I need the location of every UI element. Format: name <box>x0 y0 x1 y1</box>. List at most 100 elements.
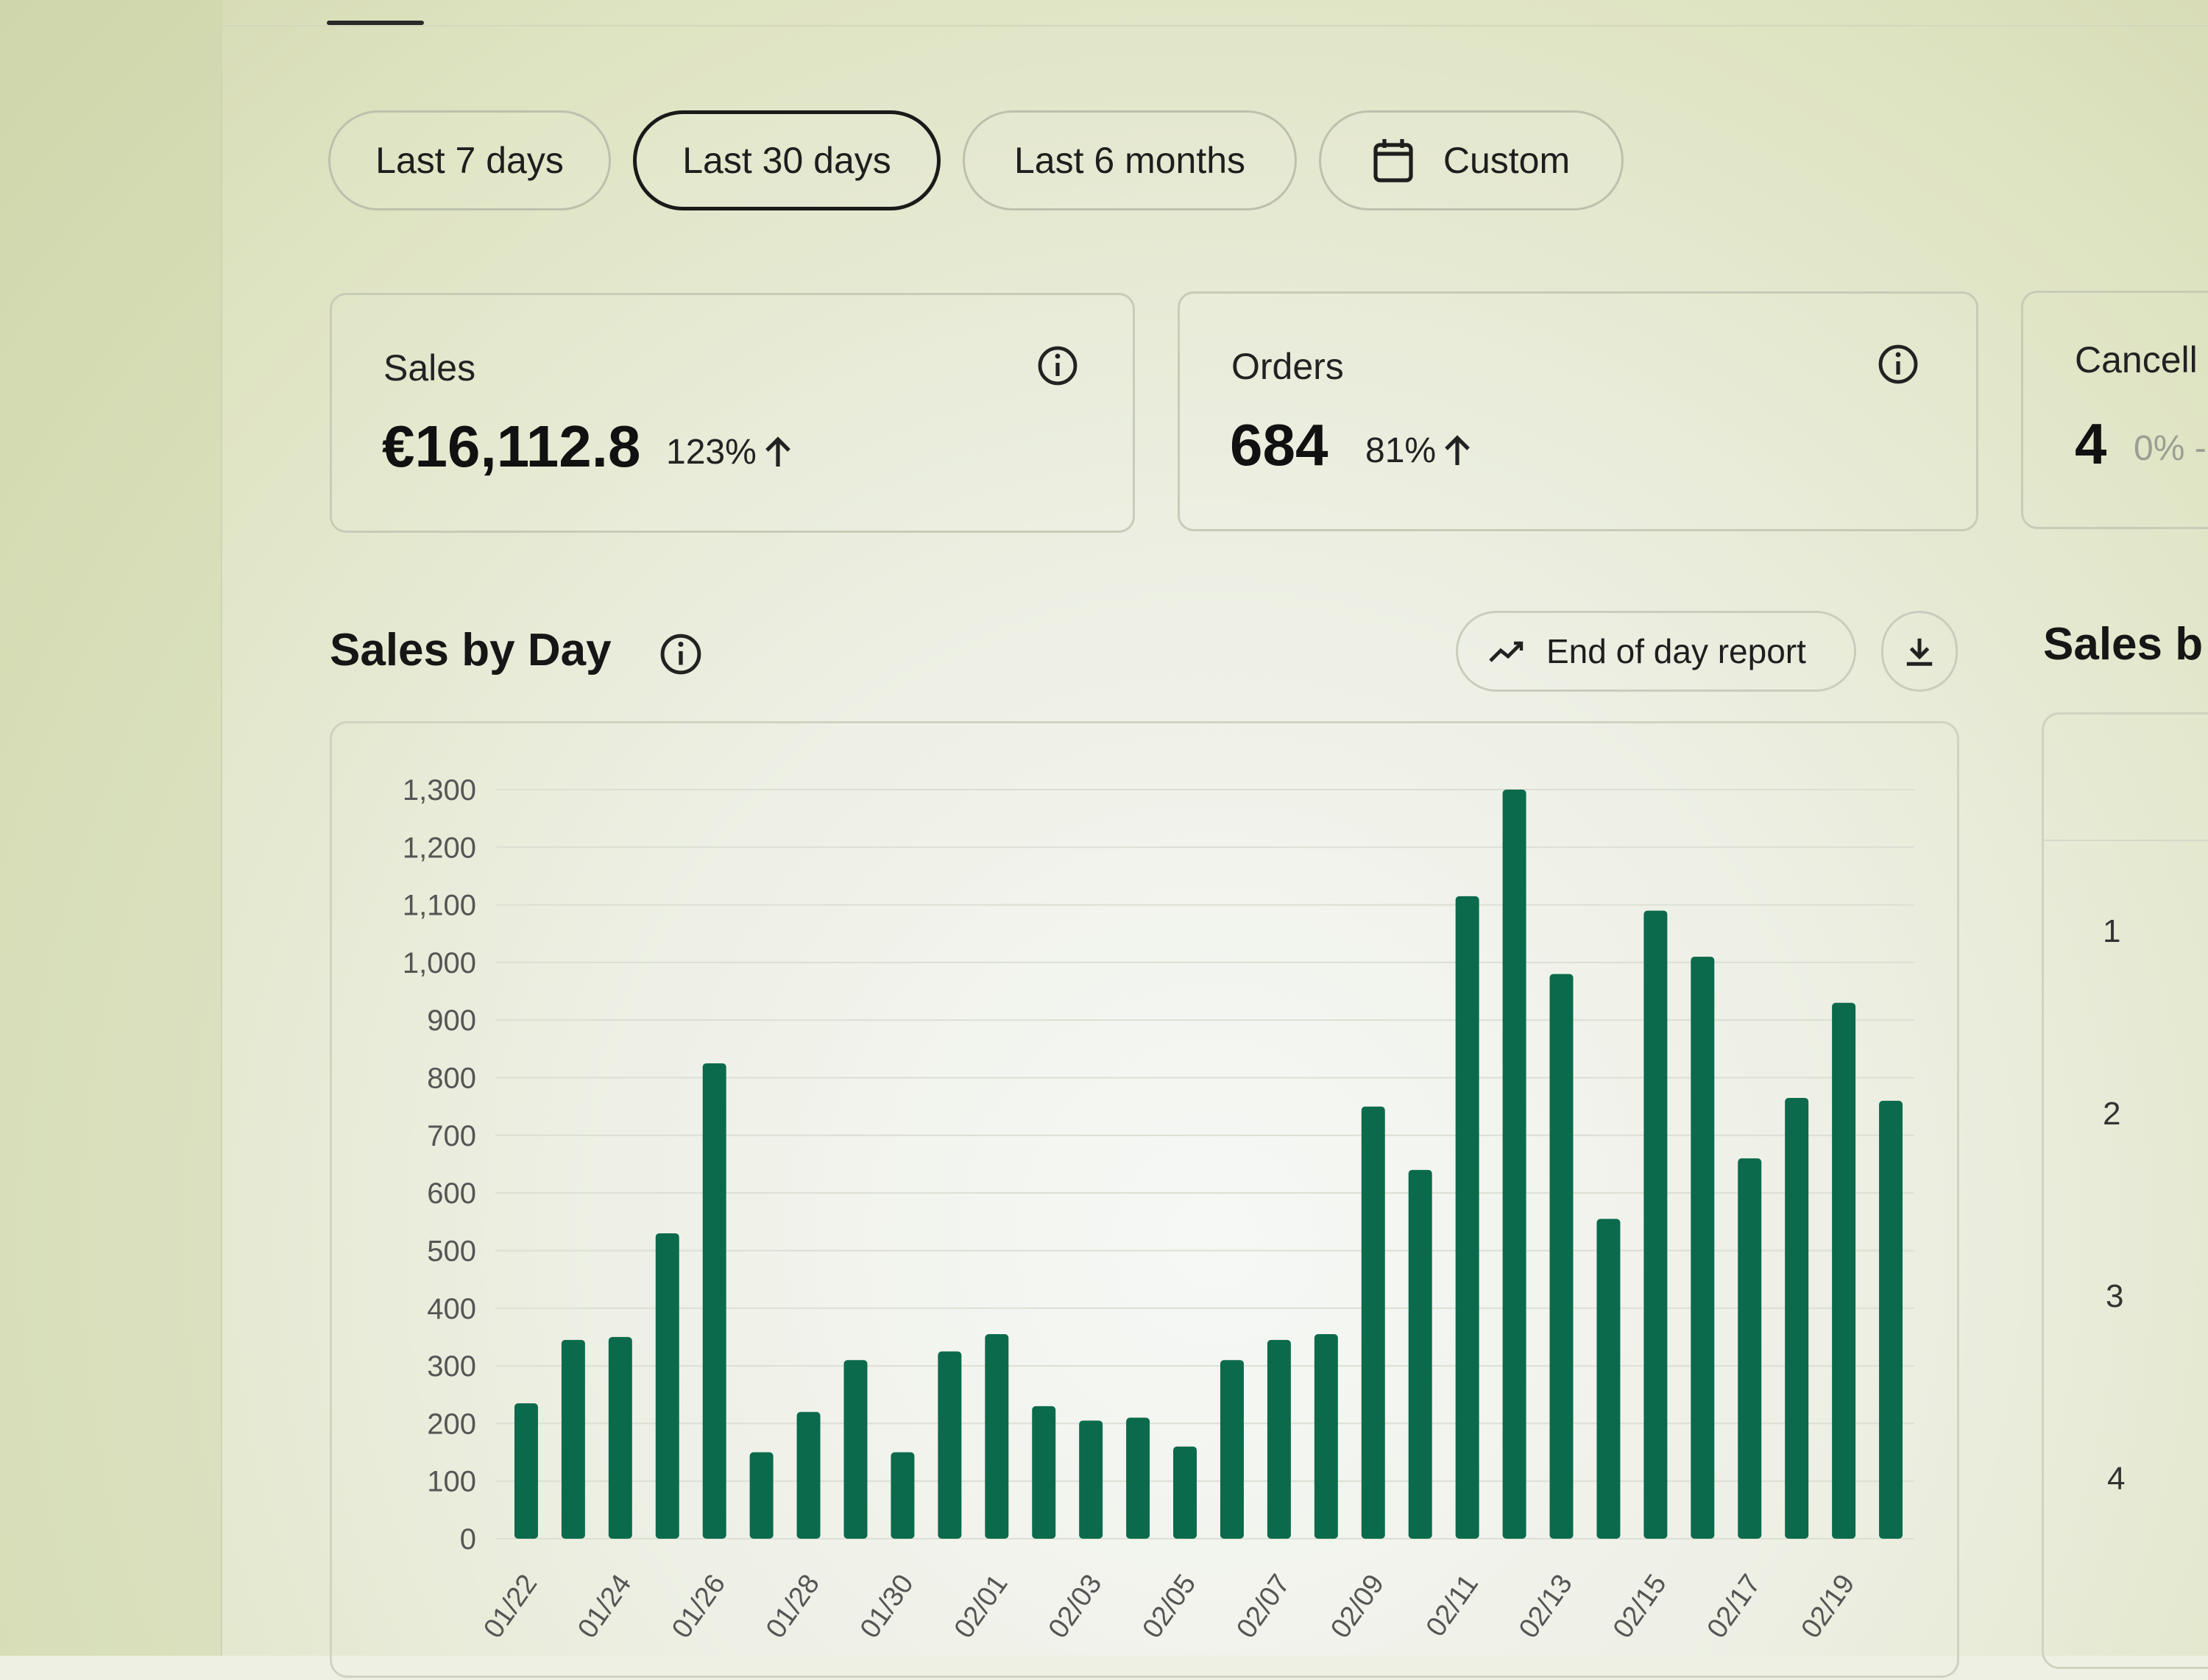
bar-02-01[interactable] <box>985 1334 1009 1539</box>
bar-02-07[interactable] <box>1267 1339 1291 1539</box>
bar-01-28[interactable] <box>796 1411 821 1539</box>
rank-label: 1 <box>2103 913 2121 949</box>
bar-01-26[interactable] <box>702 1063 726 1539</box>
y-tick-label: 200 <box>427 1408 476 1440</box>
y-tick-label: 300 <box>427 1350 476 1383</box>
bar-02-06[interactable] <box>1220 1360 1244 1539</box>
bar-01-24[interactable] <box>608 1336 632 1539</box>
bar-02-12[interactable] <box>1502 790 1526 1539</box>
kpi-card-cancelled: Cancell 4 0% - <box>2021 291 2208 529</box>
kpi-delta: 123% <box>666 432 792 472</box>
x-tick-label: 02/17 <box>1702 1569 1767 1644</box>
filter-last-6-months[interactable]: Last 6 months <box>963 110 1297 210</box>
kpi-delta: 0% - <box>2134 429 2207 468</box>
x-tick-label: 02/03 <box>1043 1569 1108 1644</box>
y-tick-label: 1,300 <box>403 774 476 807</box>
y-tick-label: 100 <box>427 1466 476 1498</box>
x-tick-label: 01/30 <box>854 1569 920 1644</box>
side-chart-divider <box>2044 840 2208 841</box>
x-tick-label: 02/13 <box>1513 1569 1579 1644</box>
x-tick-label: 01/22 <box>478 1569 543 1644</box>
bar-01-30[interactable] <box>891 1452 915 1539</box>
x-tick-label: 02/09 <box>1325 1569 1390 1644</box>
y-tick-label: 500 <box>427 1235 476 1267</box>
bar-02-09[interactable] <box>1361 1106 1385 1539</box>
report-button-label: End of day report <box>1546 632 1806 670</box>
y-tick-label: 800 <box>427 1063 476 1095</box>
kpi-card-sales: Sales €16,112.8 123% <box>330 293 1135 533</box>
info-icon[interactable] <box>1878 344 1919 385</box>
y-tick-label: 400 <box>427 1293 476 1325</box>
filter-custom[interactable]: Custom <box>1319 110 1624 210</box>
chip-label: Last 6 months <box>1013 140 1246 181</box>
kpi-value: 4 <box>2075 411 2107 476</box>
filter-last-30-days[interactable]: Last 30 days <box>633 110 941 210</box>
arrow-up-icon <box>765 436 790 467</box>
bar-02-03[interactable] <box>1079 1420 1103 1539</box>
y-tick-label: 1,000 <box>403 947 476 979</box>
left-sidebar <box>0 0 222 1656</box>
y-tick-label: 0 <box>460 1523 476 1556</box>
bar-02-08[interactable] <box>1314 1334 1338 1539</box>
bar-01-27[interactable] <box>749 1452 774 1539</box>
x-tick-label: 02/05 <box>1136 1569 1202 1644</box>
bar-01-23[interactable] <box>561 1339 585 1539</box>
kpi-card-orders: Orders 684 81% <box>1178 291 1978 531</box>
bar-02-04[interactable] <box>1126 1417 1150 1539</box>
kpi-value: €16,112.8 <box>382 414 641 479</box>
bar-01-31[interactable] <box>938 1351 962 1539</box>
chip-label: Custom <box>1443 140 1571 181</box>
x-tick-label: 02/01 <box>949 1569 1014 1644</box>
bar-02-02[interactable] <box>1032 1406 1056 1539</box>
bar-02-13[interactable] <box>1549 974 1574 1539</box>
active-tab-indicator <box>327 21 424 25</box>
bar-02-10[interactable] <box>1408 1169 1432 1539</box>
bar-01-25[interactable] <box>655 1233 679 1539</box>
info-icon[interactable] <box>659 633 702 676</box>
download-button[interactable] <box>1881 611 1958 692</box>
side-section-title: Sales b <box>2043 619 2204 670</box>
calendar-icon <box>1373 139 1413 182</box>
info-icon[interactable] <box>1037 345 1078 386</box>
bar-02-15[interactable] <box>1643 910 1668 1539</box>
bar-02-19[interactable] <box>1832 1002 1856 1539</box>
bar-01-29[interactable] <box>843 1360 868 1539</box>
trend-line-icon <box>1489 641 1524 662</box>
end-of-day-report-button[interactable]: End of day report <box>1456 611 1856 692</box>
x-tick-label: 02/19 <box>1796 1569 1861 1644</box>
chip-label: Last 7 days <box>375 140 564 181</box>
rank-label: 3 <box>2106 1278 2124 1314</box>
y-tick-label: 1,100 <box>403 890 476 922</box>
bar-02-20[interactable] <box>1879 1100 1903 1539</box>
sales-by-day-chart: 0 100 200 300 400 500 600 700 800 900 1,000 1,100 1,… <box>403 774 1914 1644</box>
section-title: Sales by Day <box>330 625 612 676</box>
x-tick-label: 01/26 <box>666 1569 732 1644</box>
side-chart-card: 1 2 3 4 <box>2042 712 2208 1669</box>
y-tick-label: 900 <box>427 1004 476 1037</box>
bar-02-05[interactable] <box>1173 1446 1197 1539</box>
arrow-up-icon <box>1445 434 1470 465</box>
kpi-value: 684 <box>1230 412 1328 478</box>
kpi-label: Orders <box>1231 346 1344 387</box>
bar-02-14[interactable] <box>1596 1219 1621 1539</box>
y-tick-label: 1,200 <box>403 832 476 864</box>
filter-last-7-days[interactable]: Last 7 days <box>328 110 611 210</box>
rank-label: 2 <box>2103 1096 2121 1132</box>
x-tick-label: 02/11 <box>1420 1569 1485 1642</box>
bar-02-17[interactable] <box>1738 1158 1762 1539</box>
kpi-label: Sales <box>383 347 476 389</box>
x-tick-label: 01/28 <box>760 1569 826 1644</box>
bar-02-18[interactable] <box>1785 1097 1809 1539</box>
rank-label: 4 <box>2107 1461 2126 1497</box>
y-tick-label: 600 <box>427 1177 476 1210</box>
bar-02-11[interactable] <box>1455 896 1479 1539</box>
bar-01-22[interactable] <box>514 1403 538 1539</box>
sales-by-day-chart-card: 0 100 200 300 400 500 600 700 800 900 1,000 1,100 1,… <box>330 721 1959 1678</box>
kpi-delta-text: 123% <box>666 433 757 472</box>
kpi-delta: 81% <box>1365 430 1471 471</box>
tab-divider <box>221 25 2208 26</box>
x-tick-label: 02/07 <box>1231 1569 1296 1644</box>
y-tick-label: 700 <box>427 1120 476 1152</box>
x-tick-label: 02/15 <box>1607 1569 1673 1644</box>
bar-02-16[interactable] <box>1691 957 1715 1539</box>
